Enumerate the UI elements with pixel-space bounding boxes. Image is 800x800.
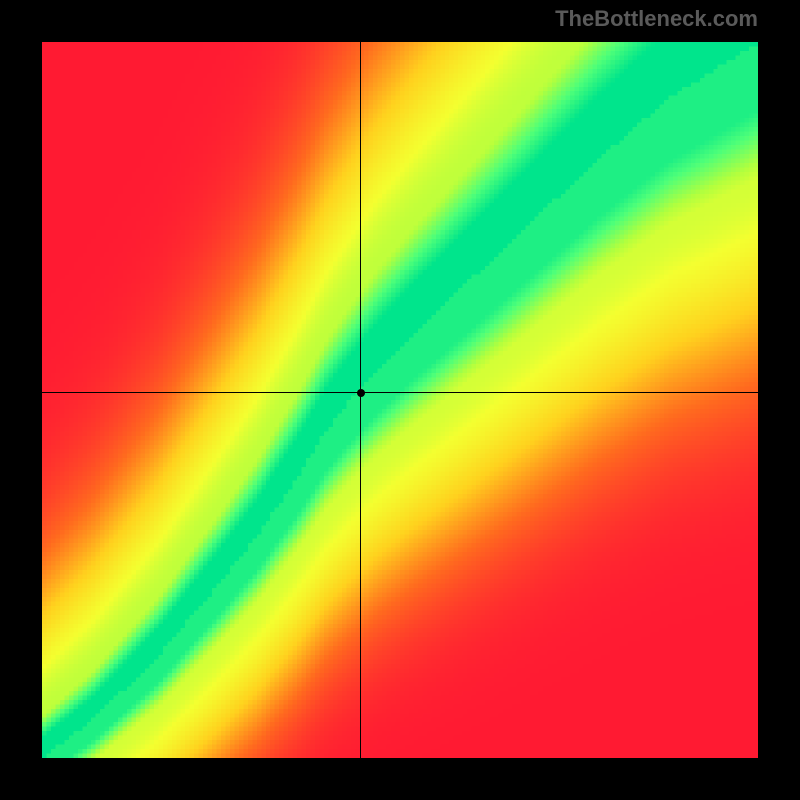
- attribution-label: TheBottleneck.com: [555, 6, 758, 32]
- chart-container: TheBottleneck.com: [0, 0, 800, 800]
- selection-point: [357, 389, 365, 397]
- crosshair-vertical: [360, 42, 361, 758]
- crosshair-horizontal: [42, 392, 758, 393]
- bottleneck-heatmap: [42, 42, 758, 758]
